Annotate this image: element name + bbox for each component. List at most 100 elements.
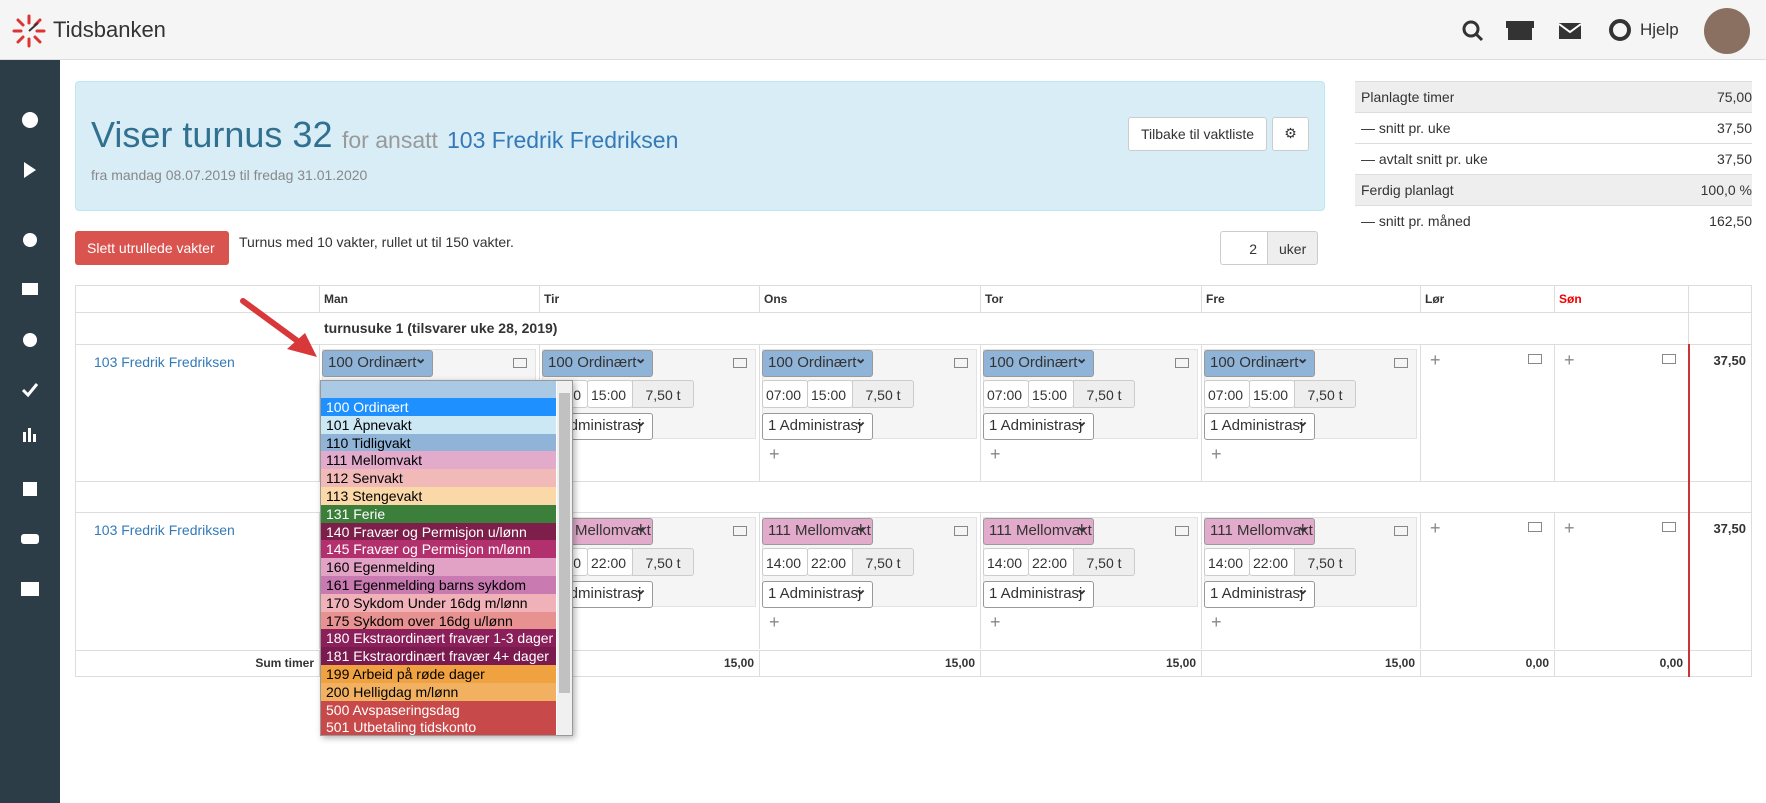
subtitle: for ansatt	[342, 127, 438, 153]
dropdown-option[interactable]: 501 Utbetaling tidskonto	[321, 718, 556, 735]
row-total: 37,50	[1713, 521, 1746, 536]
shift-type-select[interactable]: 100 Ordinært	[762, 350, 873, 377]
shift-type-select[interactable]: 100 Ordinært	[1204, 350, 1315, 377]
employee-link[interactable]: 103 Fredrik Fredriksen	[447, 127, 679, 153]
col-line	[980, 285, 981, 312]
start-time[interactable]: 07:00	[1204, 380, 1250, 408]
end-time[interactable]: 22:00	[587, 548, 633, 576]
stats-label: — snitt pr. uke	[1361, 120, 1451, 136]
add-shift[interactable]: +	[769, 444, 780, 464]
row-line	[75, 481, 1752, 482]
col-line	[1420, 344, 1421, 481]
avatar[interactable]	[1704, 8, 1750, 54]
note-icon[interactable]	[1175, 526, 1189, 536]
hours: 7,50 t	[852, 548, 914, 576]
back-button[interactable]: Tilbake til vaktliste	[1128, 117, 1267, 151]
add-shift[interactable]: +	[1211, 444, 1222, 464]
dropdown-option[interactable]: 113 Stengevakt	[321, 487, 556, 505]
dropdown-option[interactable]: 100 Ordinært	[321, 398, 556, 416]
add-shift[interactable]: +	[990, 612, 1001, 632]
col-line	[1554, 512, 1555, 649]
col-line	[1201, 512, 1202, 649]
stats-row	[1355, 174, 1752, 205]
end-time[interactable]: 22:00	[807, 548, 853, 576]
end-time[interactable]: 15:00	[807, 380, 853, 408]
note-icon[interactable]	[733, 358, 747, 368]
dept-select[interactable]: 1 Administrasj	[1204, 581, 1315, 608]
add-shift[interactable]: +	[990, 444, 1001, 464]
day-header: Fre	[1206, 292, 1225, 306]
start-time[interactable]: 07:00	[983, 380, 1029, 408]
settings-button[interactable]: ⚙	[1272, 117, 1309, 151]
shift-type-select[interactable]: 111 Mellomvakt	[983, 518, 1094, 545]
weeks-input[interactable]: 2	[1220, 231, 1268, 265]
end-time[interactable]: 15:00	[1028, 380, 1074, 408]
start-time[interactable]: 07:00	[762, 380, 808, 408]
employee-link[interactable]: 103 Fredrik Fredriksen	[94, 354, 235, 370]
add-shift[interactable]: +	[1564, 350, 1575, 370]
add-shift[interactable]: +	[1430, 350, 1441, 370]
dropdown-option[interactable]: 500 Avspaseringsdag	[321, 700, 556, 719]
shift-type-select[interactable]: 111 Mellomvakt	[762, 518, 873, 545]
note-icon[interactable]	[1175, 358, 1189, 368]
dept-select[interactable]: 1 Administrasj	[762, 581, 873, 608]
employee-link[interactable]: 103 Fredrik Fredriksen	[94, 522, 235, 538]
dept-select[interactable]: 1 Administrasj	[983, 581, 1094, 608]
note-icon	[1662, 354, 1676, 364]
sum-value: 0,00	[1659, 656, 1683, 670]
start-time[interactable]: 14:00	[983, 548, 1029, 576]
col-line	[1420, 285, 1421, 312]
shift-type-select[interactable]: 100 Ordinært	[983, 350, 1094, 377]
logo-text[interactable]: Tidsbanken	[53, 17, 166, 42]
note-icon[interactable]	[954, 358, 968, 368]
col-line	[1554, 344, 1555, 481]
dropdown-option[interactable]: 200 Helligdag m/lønn	[321, 682, 556, 701]
start-time[interactable]: 14:00	[1204, 548, 1250, 576]
note-icon[interactable]	[954, 526, 968, 536]
dept-select[interactable]: 1 Administrasj	[762, 413, 873, 440]
dropdown-option[interactable]: 111 Mellomvakt	[321, 451, 556, 470]
dropdown-option[interactable]: 145 Fravær og Permisjon m/lønn	[321, 540, 556, 559]
delete-button[interactable]: Slett utrullede vakter	[75, 231, 229, 265]
note-icon[interactable]	[1394, 526, 1408, 536]
dropdown-option[interactable]: 180 Ekstraordinært fravær 1-3 dager	[321, 629, 556, 648]
dept-select[interactable]: 1 Administrasj	[1204, 413, 1315, 440]
sum-value: 0,00	[1525, 656, 1549, 670]
dropdown-option[interactable]: 175 Sykdom over 16dg u/lønn	[321, 611, 556, 630]
dropdown-option[interactable]: 101 Åpnevakt	[321, 415, 556, 434]
note-icon[interactable]	[513, 358, 527, 368]
shift-type-select[interactable]: 100 Ordinært	[542, 350, 653, 377]
dropdown-option[interactable]: 112 Senvakt	[321, 469, 556, 487]
dropdown-option[interactable]: 160 Egenmelding	[321, 558, 556, 576]
hours: 7,50 t	[852, 380, 914, 408]
dropdown-option[interactable]: 140 Fravær og Permisjon u/lønn	[321, 522, 556, 541]
col-line	[1420, 650, 1421, 677]
end-time[interactable]: 22:00	[1028, 548, 1074, 576]
end-time[interactable]: 15:00	[1249, 380, 1295, 408]
add-shift[interactable]: +	[1211, 612, 1222, 632]
shift-type-select[interactable]: 100 Ordinært	[322, 350, 433, 377]
add-shift[interactable]: +	[1564, 518, 1575, 538]
dropdown-option[interactable]: 110 Tidligvakt	[321, 433, 556, 452]
note-icon[interactable]	[733, 526, 747, 536]
dropdown-option[interactable]: 199 Arbeid på røde dager	[321, 665, 556, 683]
end-time[interactable]: 15:00	[587, 380, 633, 408]
shift-type-select[interactable]: 111 Mellomvakt	[1204, 518, 1315, 545]
dept-select[interactable]: 1 Administrasj	[983, 413, 1094, 440]
dropdown-option[interactable]: 161 Egenmelding barns sykdom	[321, 576, 556, 594]
add-shift[interactable]: +	[769, 612, 780, 632]
start-time[interactable]: 14:00	[762, 548, 808, 576]
dropdown-option[interactable]: 170 Sykdom Under 16dg m/lønn	[321, 593, 556, 612]
end-time[interactable]: 22:00	[1249, 548, 1295, 576]
add-shift[interactable]: +	[1430, 518, 1441, 538]
help-link[interactable]: Hjelp	[1640, 20, 1679, 39]
dropdown-option[interactable]: 181 Ekstraordinært fravær 4+ dager	[321, 647, 556, 665]
sum-value: 15,00	[1165, 656, 1196, 670]
type-dropdown: 100 Ordinært 101 Åpnevakt 110 Tidligvakt 11…	[320, 380, 573, 736]
col-line	[319, 344, 320, 481]
day-header: Ons	[764, 292, 788, 306]
note-icon[interactable]	[1394, 358, 1408, 368]
dropdown-option[interactable]: 131 Ferie	[321, 504, 556, 523]
